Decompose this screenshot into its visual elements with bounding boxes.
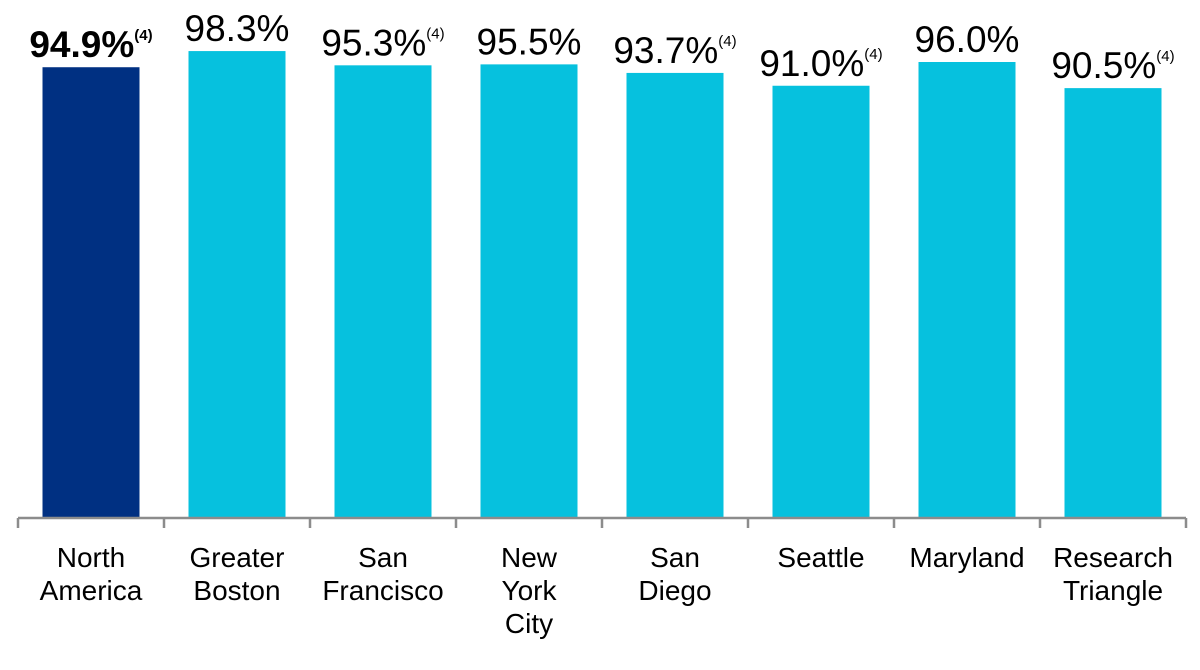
category-label-3: New York City: [501, 542, 558, 639]
bar-5: [772, 85, 870, 518]
category-label-4: San Diego: [638, 542, 711, 606]
footnote-marker-2: (4): [426, 25, 444, 42]
value-label-2: 95.3%(4): [321, 22, 444, 63]
footnote-marker-5: (4): [864, 46, 882, 63]
category-label-7: Research Triangle: [1053, 542, 1173, 606]
bar-6: [918, 62, 1016, 518]
value-label-1: 98.3%: [185, 8, 290, 49]
bars-group: [42, 51, 1162, 519]
value-labels-group: 94.9%(4) 98.3% 95.3%(4) 95.5% 93.7%(4) 91.0%(…: [29, 8, 1174, 86]
value-label-6: 96.0%: [915, 19, 1020, 60]
x-axis: [16, 516, 1188, 528]
bar-7: [1064, 88, 1162, 518]
footnote-marker-7: (4): [1156, 48, 1174, 65]
category-labels-group: North America Greater Boston San Francisco New…: [40, 542, 1173, 639]
bar-0: [42, 67, 140, 518]
bar-4: [626, 72, 724, 519]
footnote-marker-4: (4): [718, 33, 736, 50]
category-label-1: Greater Boston: [190, 542, 285, 606]
bar-1: [188, 51, 286, 518]
value-label-0: 94.9%(4): [29, 24, 152, 65]
category-label-0: North America: [40, 542, 143, 606]
bar-3: [480, 64, 578, 518]
bar-2: [334, 65, 432, 518]
category-label-5: Seattle: [777, 542, 864, 573]
value-label-5: 91.0%(4): [759, 43, 882, 84]
value-label-7: 90.5%(4): [1051, 45, 1174, 86]
value-label-4: 93.7%(4): [613, 30, 736, 71]
category-label-6: Maryland: [909, 542, 1024, 573]
footnote-marker-0: (4): [134, 27, 152, 44]
category-label-2: San Francisco: [322, 542, 443, 606]
value-label-3: 95.5%: [477, 21, 582, 62]
